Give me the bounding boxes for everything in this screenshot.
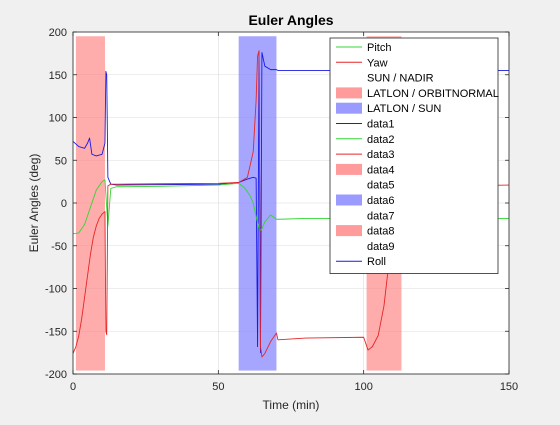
y-tick-label: -200 xyxy=(45,369,67,381)
legend-patch-swatch xyxy=(336,87,362,98)
legend-entry-label: Pitch xyxy=(367,42,391,54)
legend-entry-label: data8 xyxy=(367,226,395,238)
legend-entry-label: data7 xyxy=(367,210,395,222)
shaded-region xyxy=(76,36,105,370)
x-tick-label: 100 xyxy=(354,381,372,393)
legend-patch-swatch xyxy=(336,164,362,175)
x-tick-label: 150 xyxy=(500,381,518,393)
y-tick-label: -100 xyxy=(45,284,67,296)
legend-entry-label: data3 xyxy=(367,149,395,161)
y-tick-label: 100 xyxy=(49,113,67,125)
y-tick-label: 50 xyxy=(55,155,67,167)
legend-entry-label: SUN / NADIR xyxy=(367,73,434,85)
y-axis-label: Euler Angles (deg) xyxy=(27,154,41,253)
y-tick-label: 200 xyxy=(49,27,67,39)
legend-entry-label: data9 xyxy=(367,241,395,253)
legend: Pitch Yaw SUN / NADIR LATLON / ORBITNORMAL L… xyxy=(330,38,499,274)
legend-patch-swatch xyxy=(336,225,362,236)
x-axis-label: Time (min) xyxy=(263,398,320,412)
y-tick-label: 0 xyxy=(61,198,67,210)
legend-patch-swatch xyxy=(336,195,362,206)
x-tick-label: 0 xyxy=(70,381,76,393)
chart-title: Euler Angles xyxy=(248,12,333,28)
legend-entry-label: LATLON / SUN xyxy=(367,103,441,115)
legend-entry-label: LATLON / ORBITNORMAL xyxy=(367,88,499,100)
legend-entry-label: data4 xyxy=(367,164,395,176)
legend-entry-label: Roll xyxy=(367,256,386,268)
legend-entry-label: data5 xyxy=(367,180,395,192)
legend-entry-label: Yaw xyxy=(367,57,388,69)
legend-patch-swatch xyxy=(336,103,362,114)
x-tick-label: 50 xyxy=(212,381,224,393)
legend-entry-label: data6 xyxy=(367,195,395,207)
y-tick-label: -150 xyxy=(45,326,67,338)
y-tick-label: -50 xyxy=(51,241,67,253)
legend-entry-label: data2 xyxy=(367,134,395,146)
y-tick-label: 150 xyxy=(49,70,67,82)
legend-entry-label: data1 xyxy=(367,119,395,131)
